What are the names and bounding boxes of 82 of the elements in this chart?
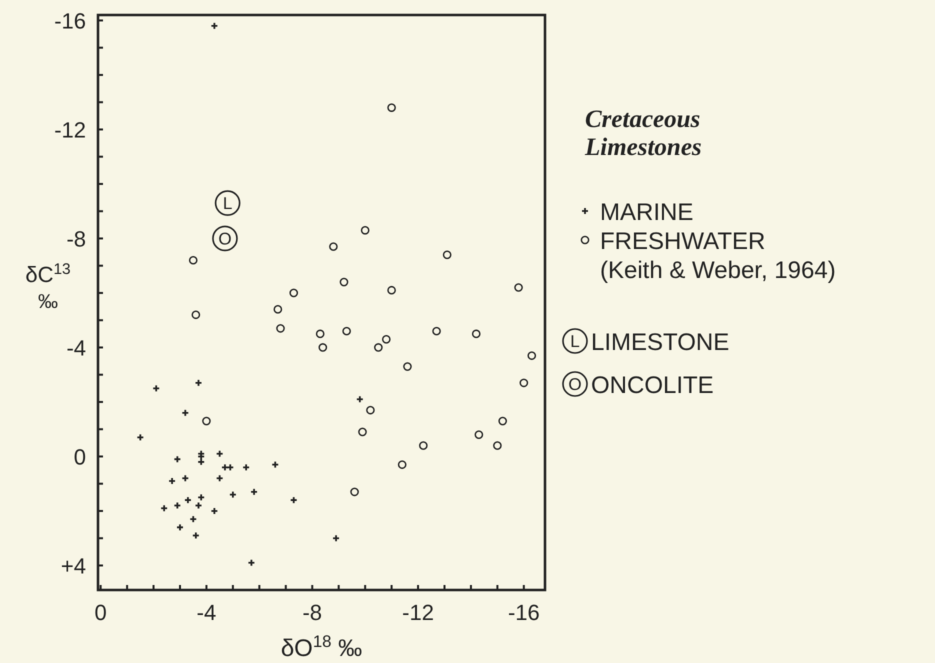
point bbox=[189, 515, 198, 524]
point bbox=[289, 288, 298, 298]
x-tick-label: -4 bbox=[196, 600, 216, 625]
point bbox=[181, 474, 190, 482]
data-label: L bbox=[222, 194, 232, 214]
point bbox=[176, 523, 184, 532]
x-tick-label: -16 bbox=[508, 600, 540, 625]
point bbox=[248, 558, 256, 567]
point bbox=[493, 441, 502, 450]
point bbox=[197, 493, 206, 502]
point bbox=[432, 326, 441, 336]
x-tick-label: -8 bbox=[302, 600, 322, 625]
point bbox=[366, 406, 375, 414]
legend-label: LIMESTONE bbox=[591, 329, 730, 356]
point bbox=[242, 463, 250, 472]
point bbox=[271, 460, 280, 469]
y-axis-title: δC$^{13}$ ‰ bbox=[25, 260, 71, 313]
point bbox=[192, 310, 200, 320]
point bbox=[184, 496, 192, 504]
point bbox=[168, 477, 176, 485]
point bbox=[197, 458, 206, 466]
point bbox=[360, 226, 370, 235]
point bbox=[316, 330, 324, 338]
point bbox=[173, 502, 182, 510]
point bbox=[290, 496, 298, 504]
point bbox=[274, 305, 282, 314]
point bbox=[403, 362, 412, 371]
point bbox=[387, 286, 396, 295]
point bbox=[382, 334, 391, 344]
point bbox=[342, 326, 351, 336]
point bbox=[160, 504, 168, 512]
point bbox=[520, 378, 528, 388]
point bbox=[152, 384, 160, 392]
point bbox=[276, 324, 285, 333]
point bbox=[498, 416, 507, 426]
point bbox=[194, 502, 202, 510]
point bbox=[332, 534, 340, 542]
x-axis-title: δO$^{18}$ ‰ bbox=[280, 632, 362, 662]
point bbox=[173, 455, 182, 464]
point bbox=[210, 22, 218, 30]
point bbox=[474, 430, 484, 439]
x-tick-label: -12 bbox=[402, 600, 434, 625]
data-label: O bbox=[218, 229, 232, 248]
point bbox=[387, 103, 396, 112]
legend-label: FRESHWATER bbox=[600, 228, 766, 255]
point bbox=[188, 256, 198, 265]
y-tick-label: -4 bbox=[66, 335, 86, 360]
y-tick-label: -8 bbox=[66, 226, 86, 252]
point bbox=[250, 488, 258, 496]
y-tick-label: -16 bbox=[54, 8, 86, 34]
point bbox=[527, 351, 536, 360]
point bbox=[350, 488, 359, 496]
point bbox=[318, 343, 328, 352]
y-tick-label: +4 bbox=[60, 553, 86, 578]
y-tick-label: -12 bbox=[54, 117, 86, 142]
point bbox=[356, 395, 364, 404]
legend-title: Cretaceous Limestones bbox=[584, 106, 702, 161]
point bbox=[374, 343, 383, 352]
point bbox=[398, 460, 406, 469]
point bbox=[514, 283, 523, 292]
legend-label: MARINE bbox=[600, 199, 694, 226]
point bbox=[210, 507, 218, 515]
point bbox=[329, 242, 338, 251]
text: O bbox=[568, 375, 582, 394]
point bbox=[181, 408, 190, 417]
point bbox=[228, 490, 237, 499]
point bbox=[358, 428, 367, 436]
point bbox=[192, 532, 200, 540]
text: (Keith & Weber, 1964) bbox=[600, 257, 836, 284]
point bbox=[340, 278, 348, 286]
point bbox=[472, 330, 481, 338]
text: L bbox=[570, 332, 580, 351]
point bbox=[202, 416, 211, 426]
point bbox=[419, 441, 428, 450]
y-tick-label: 0 bbox=[74, 444, 86, 470]
x-tick-label: 0 bbox=[94, 600, 107, 625]
point bbox=[194, 378, 202, 387]
point bbox=[216, 450, 224, 458]
point bbox=[216, 474, 224, 482]
point bbox=[442, 250, 452, 260]
point bbox=[136, 433, 144, 442]
legend-label: ONCOLITE bbox=[591, 372, 714, 399]
